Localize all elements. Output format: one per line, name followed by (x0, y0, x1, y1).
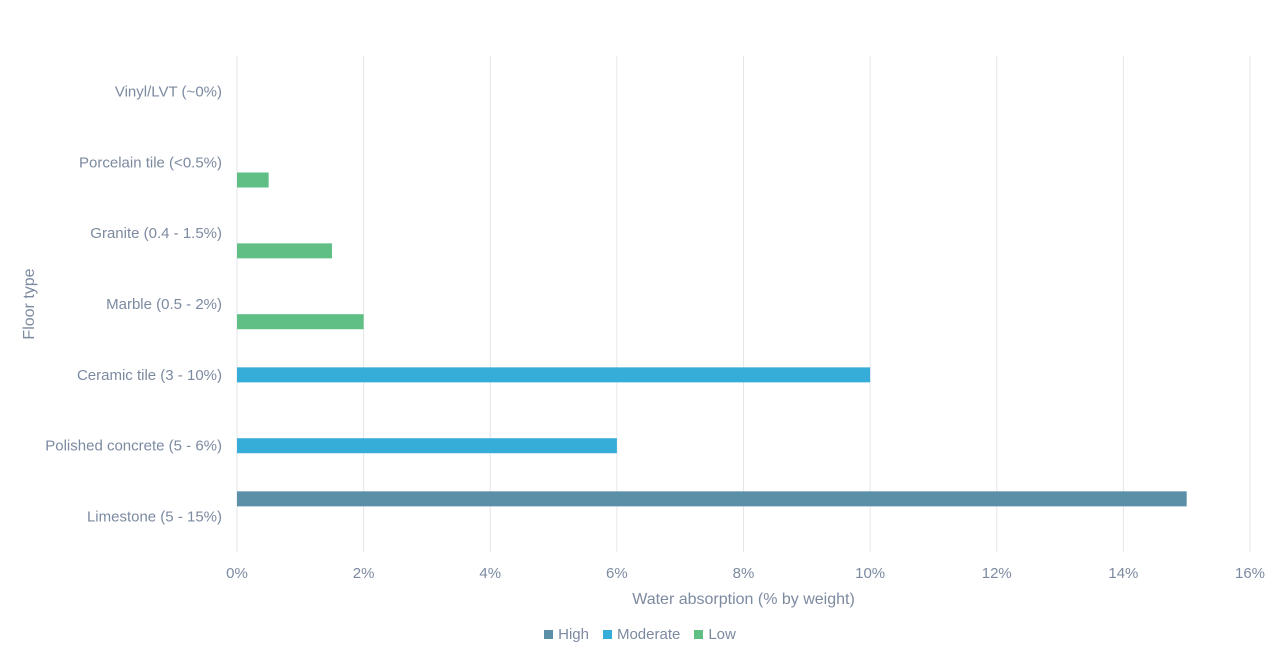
category-label: Limestone (5 - 15%) (87, 509, 222, 526)
y-axis-title: Floor type (21, 268, 38, 339)
x-tick-label: 4% (479, 565, 501, 582)
category-label: Vinyl/LVT (~0%) (115, 83, 222, 100)
legend: High Moderate Low (0, 626, 1280, 643)
x-tick-label: 2% (353, 565, 375, 582)
x-tick-label: 12% (982, 565, 1012, 582)
bar-low (237, 314, 364, 330)
legend-label: High (558, 626, 589, 643)
legend-item-high: High (544, 626, 589, 643)
bar-high (237, 491, 1187, 507)
x-tick-label: 14% (1108, 565, 1138, 582)
category-label: Marble (0.5 - 2%) (106, 296, 222, 313)
category-label: Polished concrete (5 - 6%) (45, 438, 222, 455)
legend-item-low: Low (694, 626, 736, 643)
legend-label: Moderate (616, 626, 681, 643)
x-axis-title: Water absorption (% by weight) (632, 591, 855, 608)
x-tick-label: 6% (606, 565, 628, 582)
legend-swatch (694, 630, 704, 639)
bar-moderate (237, 367, 871, 383)
bar-low (237, 243, 332, 259)
x-tick-label: 8% (733, 565, 755, 582)
x-tick-label: 10% (855, 565, 885, 582)
category-label: Ceramic tile (3 - 10%) (77, 367, 222, 384)
bar-moderate (237, 438, 617, 454)
legend-swatch (544, 630, 554, 639)
legend-swatch (602, 630, 612, 639)
legend-label: Low (708, 626, 736, 643)
x-tick-label: 16% (1235, 565, 1265, 582)
x-tick-label: 0% (226, 565, 248, 582)
legend-item-moderate: Moderate (602, 626, 681, 643)
category-label: Porcelain tile (<0.5%) (79, 154, 222, 171)
bar-low (237, 172, 269, 188)
category-label: Granite (0.4 - 1.5%) (90, 225, 222, 242)
